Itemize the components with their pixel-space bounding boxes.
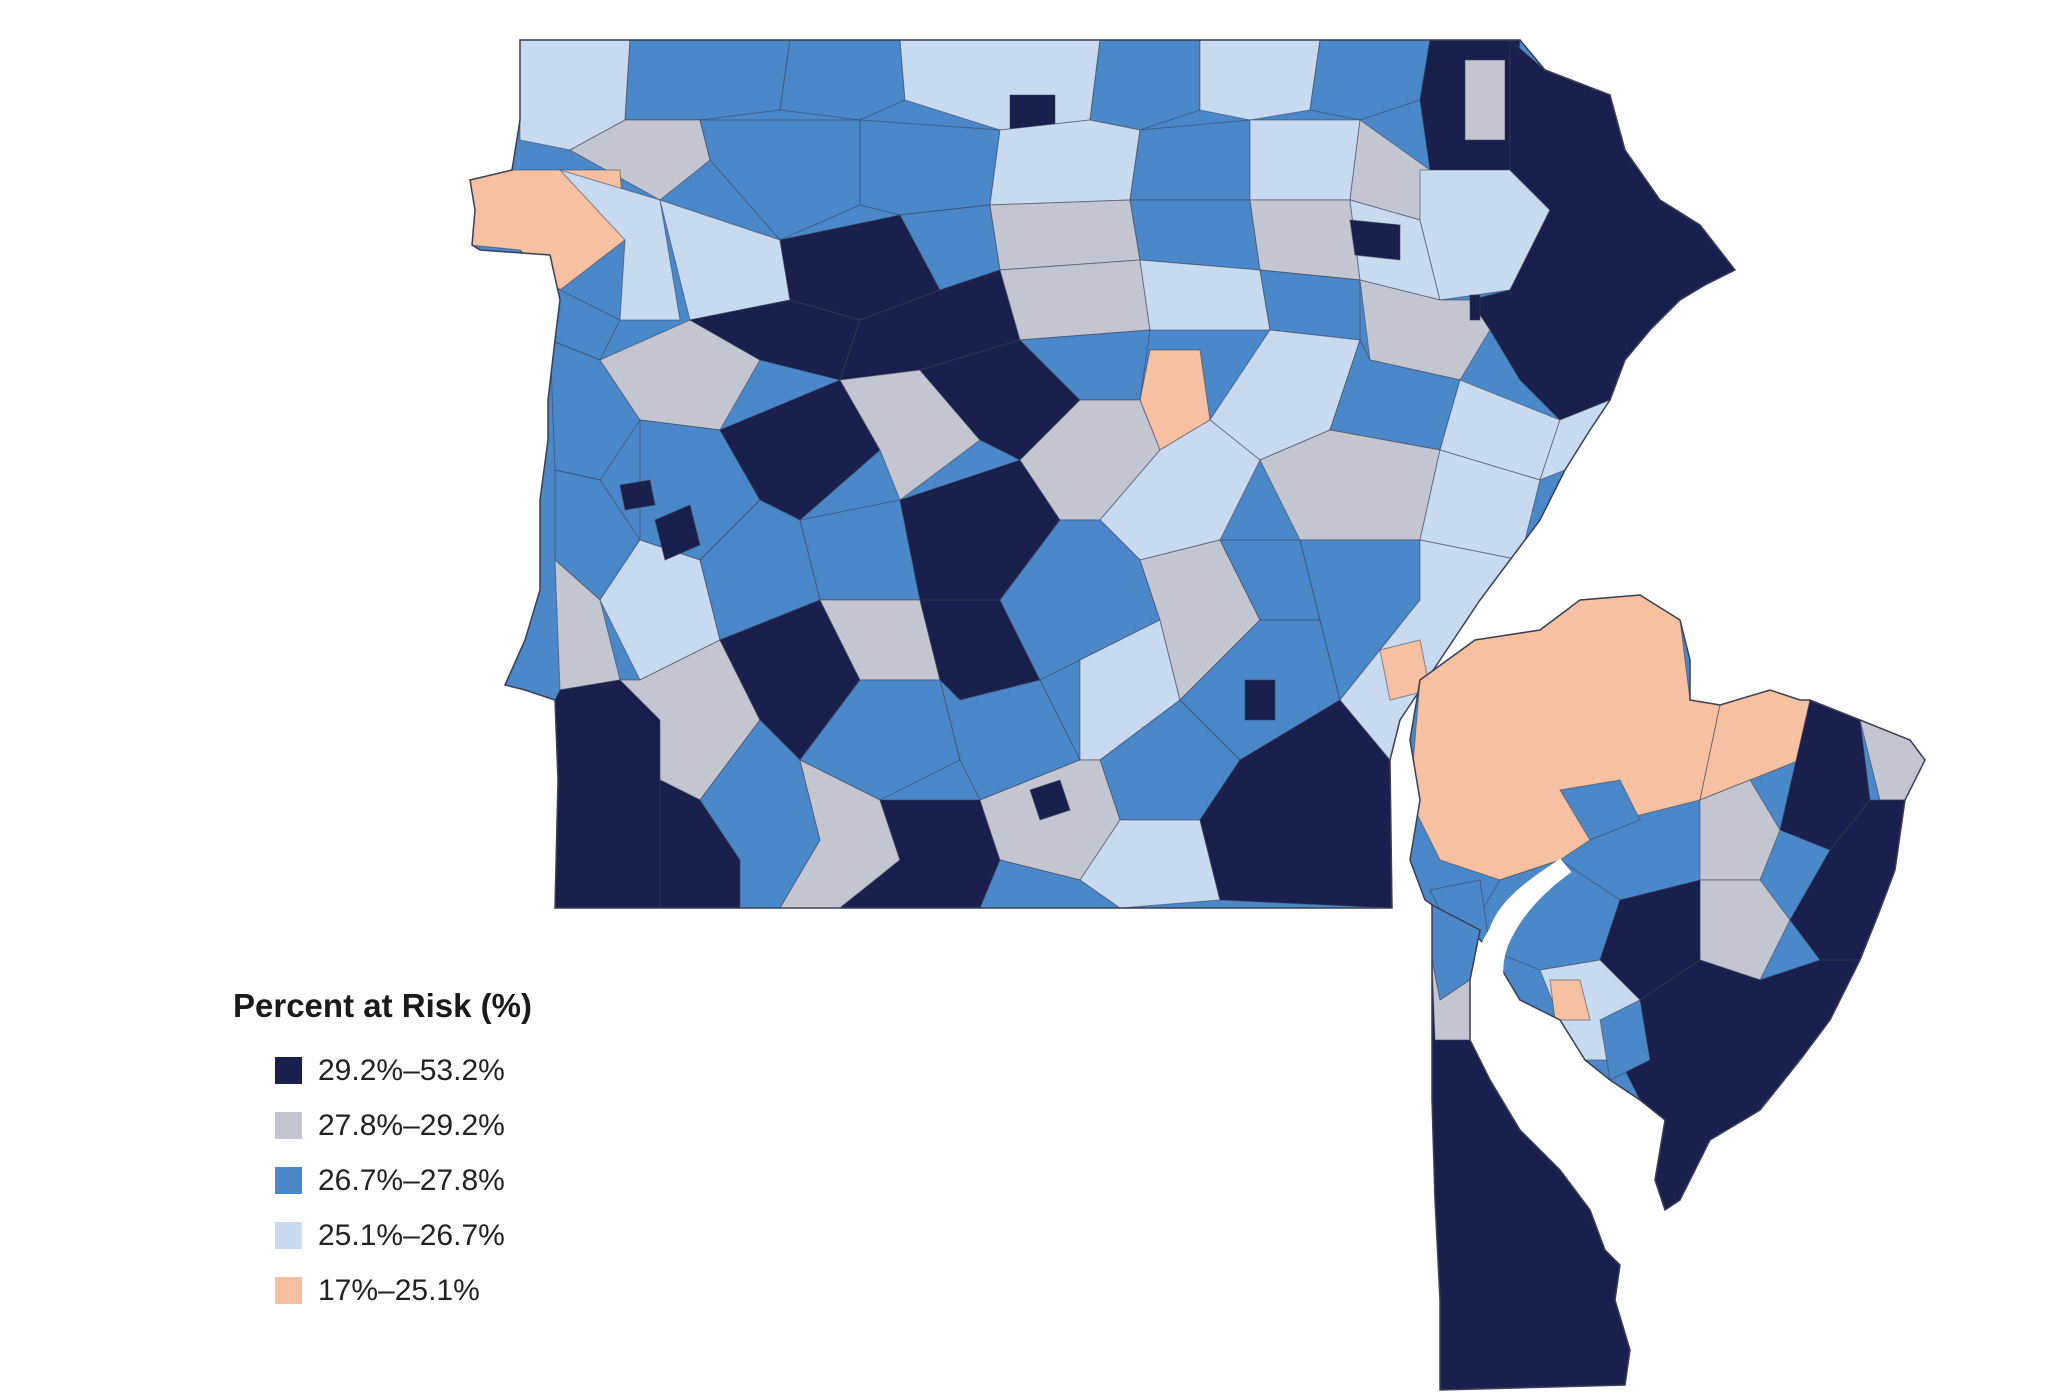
legend-item-class-2: 27.8%–29.2% xyxy=(275,1098,653,1153)
legend-swatch xyxy=(275,1057,302,1084)
legend-label: 29.2%–53.2% xyxy=(318,1053,505,1087)
legend-label: 25.1%–26.7% xyxy=(318,1218,505,1252)
legend-title: Percent at Risk (%) xyxy=(233,987,532,1024)
legend-label: 17%–25.1% xyxy=(318,1273,480,1307)
legend-item-class-3: 26.7%–27.8% xyxy=(275,1153,653,1208)
pennsylvania-region xyxy=(469,39,1737,909)
delaware-river xyxy=(1475,858,1632,1232)
legend-swatch xyxy=(275,1167,302,1194)
legend-item-class-4: 25.1%–26.7% xyxy=(275,1208,653,1263)
legend-swatch xyxy=(275,1277,302,1304)
legend-item-class-1: 29.2%–53.2% xyxy=(275,1043,653,1098)
legend-item-class-5: 17%–25.1% xyxy=(275,1263,653,1318)
delaware-region xyxy=(1431,903,1631,1391)
legend-swatch xyxy=(275,1112,302,1139)
legend-swatch xyxy=(275,1222,302,1249)
legend-label: 27.8%–29.2% xyxy=(318,1108,505,1142)
map-legend: Percent at Risk (%) 29.2%–53.2% 27.8%–29… xyxy=(233,987,653,1318)
legend-label: 26.7%–27.8% xyxy=(318,1163,505,1197)
